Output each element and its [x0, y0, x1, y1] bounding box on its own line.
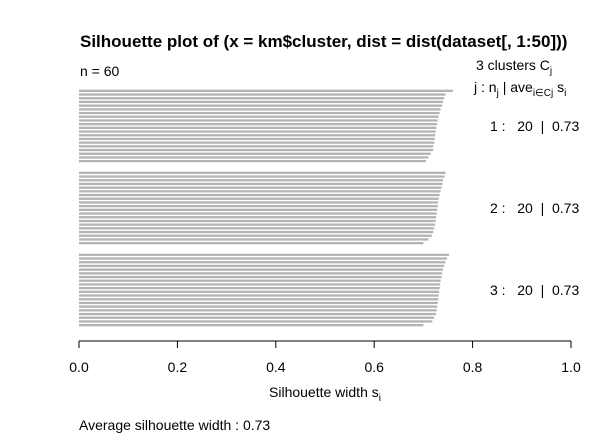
- silhouette-bar-c3-6: [79, 272, 443, 275]
- silhouette-bar-c1-8: [79, 115, 439, 118]
- silhouette-bar-c3-15: [79, 305, 438, 308]
- silhouette-bar-c3-17: [79, 312, 437, 316]
- silhouette-bar-c1-18: [79, 152, 431, 155]
- clusters-header-sub: j: [549, 66, 552, 77]
- legend-header: j : nj | avei∈Cj si: [473, 79, 566, 99]
- silhouette-bar-c2-2: [79, 175, 445, 178]
- silhouette-bar-c1-16: [79, 145, 434, 148]
- legend-header-mid: | ave: [499, 79, 533, 95]
- silhouette-bar-c1-1: [79, 89, 453, 92]
- silhouette-bar-c1-7: [79, 111, 440, 115]
- x-axis-label: Silhouette width si: [269, 384, 381, 404]
- legend-header-s: s: [553, 79, 564, 95]
- x-axis: 0.0 0.2 0.4 0.6 0.8 1.0: [69, 340, 581, 375]
- silhouette-bar-c3-7: [79, 275, 442, 279]
- chart-title: Silhouette plot of (x = km$cluster, dist…: [80, 32, 567, 51]
- silhouette-bar-c3-13: [79, 298, 439, 301]
- silhouette-bar-c2-15: [79, 223, 436, 226]
- silhouette-bar-c1-17: [79, 148, 434, 152]
- silhouette-bar-c2-18: [79, 234, 432, 237]
- silhouette-bar-c2-12: [79, 212, 437, 215]
- silhouette-bar-c2-10: [79, 205, 438, 208]
- silhouette-bar-c1-20: [79, 160, 426, 163]
- silhouette-bar-c2-13: [79, 216, 437, 219]
- silhouette-bar-c1-9: [79, 119, 438, 122]
- silhouette-bar-c3-4: [79, 264, 445, 268]
- silhouette-bar-c1-12: [79, 130, 436, 133]
- silhouette-bar-c2-9: [79, 201, 439, 204]
- cluster-label-2: 2 : 20 | 0.73: [490, 200, 579, 216]
- legend-header-ave-sub: i∈Cj: [533, 88, 553, 99]
- silhouette-bar-c3-19: [79, 320, 433, 323]
- silhouette-bar-c1-19: [79, 156, 429, 159]
- silhouette-bar-c2-11: [79, 208, 438, 211]
- silhouette-bar-c3-12: [79, 294, 439, 297]
- silhouette-bar-c3-20: [79, 324, 424, 327]
- clusters-header-main: 3 clusters C: [476, 57, 550, 73]
- average-silhouette-footer: Average silhouette width : 0.73: [79, 417, 270, 433]
- silhouette-bar-c2-17: [79, 230, 434, 234]
- legend-header-s-sub: i: [564, 88, 566, 99]
- silhouette-bar-c1-10: [79, 123, 438, 126]
- x-tick-label-4: 0.6: [364, 359, 384, 375]
- cluster-label-3: 3 : 20 | 0.73: [490, 282, 579, 298]
- silhouette-bar-c3-16: [79, 309, 437, 312]
- x-tick-label-5: 0.8: [463, 359, 483, 375]
- silhouette-bar-c2-6: [79, 190, 441, 193]
- silhouette-bar-c3-2: [79, 257, 448, 260]
- silhouette-bar-c2-16: [79, 227, 435, 230]
- silhouette-bar-c1-5: [79, 104, 443, 107]
- x-tick-label-2: 0.2: [168, 359, 188, 375]
- silhouette-bar-c1-3: [79, 97, 445, 100]
- silhouette-bar-c1-15: [79, 141, 435, 144]
- silhouette-bar-c3-1: [79, 253, 449, 256]
- silhouette-bar-c2-20: [79, 242, 424, 245]
- x-axis-label-main: Silhouette width s: [269, 384, 379, 400]
- legend-header-j: j : n: [473, 79, 497, 95]
- silhouette-bar-c3-10: [79, 287, 440, 290]
- x-axis-label-sub: i: [379, 393, 381, 404]
- silhouette-bar-c2-8: [79, 197, 439, 200]
- legend-header-j-sub: j: [496, 88, 499, 99]
- cluster-labels-group: 1 : 20 | 0.73 2 : 20 | 0.73 3 : 20 | 0.73: [490, 118, 579, 298]
- x-tick-label-1: 0.0: [69, 359, 89, 375]
- silhouette-bar-c3-14: [79, 301, 438, 305]
- silhouette-bar-c2-4: [79, 182, 443, 186]
- silhouette-bar-c1-14: [79, 137, 435, 141]
- n-label: n = 60: [80, 63, 120, 79]
- silhouette-bar-c1-6: [79, 108, 441, 111]
- silhouette-bar-c3-9: [79, 283, 441, 286]
- bars-group: [79, 89, 453, 327]
- silhouette-bar-c1-11: [79, 126, 437, 129]
- silhouette-bar-c1-13: [79, 134, 436, 137]
- silhouette-bar-c3-3: [79, 261, 446, 264]
- silhouette-bar-c2-14: [79, 219, 436, 223]
- silhouette-bar-c3-11: [79, 290, 440, 293]
- clusters-header: 3 clusters Cj: [476, 57, 552, 77]
- silhouette-bar-c1-2: [79, 93, 446, 96]
- silhouette-bar-c2-3: [79, 179, 444, 182]
- silhouette-bar-c2-19: [79, 238, 429, 241]
- silhouette-bar-c3-18: [79, 316, 435, 319]
- cluster-label-1: 1 : 20 | 0.73: [490, 118, 579, 134]
- silhouette-bar-c2-7: [79, 193, 440, 197]
- silhouette-bar-c3-5: [79, 268, 444, 271]
- silhouette-bar-c3-8: [79, 279, 441, 282]
- x-tick-label-6: 1.0: [561, 359, 581, 375]
- silhouette-bar-c2-5: [79, 186, 442, 189]
- x-tick-label-3: 0.4: [266, 359, 286, 375]
- silhouette-bar-c2-1: [79, 171, 446, 174]
- silhouette-bar-c1-4: [79, 100, 444, 104]
